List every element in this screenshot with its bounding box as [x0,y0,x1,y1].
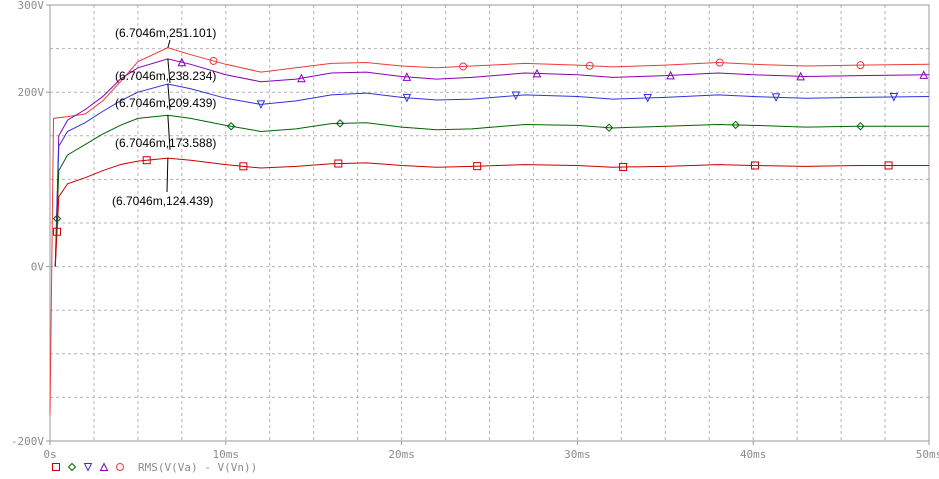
diamond-marker [226,122,236,131]
cursor-label: (6.7046m,124.439) [112,194,213,208]
cursor-label: (6.7046m,173.588) [115,136,216,150]
series-triangle [54,57,930,267]
legend: RMS(V(Va) - V(Vn)) [52,461,257,474]
inverted-triangle-marker [771,93,781,102]
diamond-marker [856,122,865,131]
series-square [53,156,929,267]
circle-marker [715,58,724,67]
cursor-label: (6.7046m,238.234) [115,69,216,83]
cursor-leader-line [167,58,171,84]
cursor-leader-line [166,158,169,193]
triangle-marker [99,462,109,471]
series-line [54,157,929,267]
axis-labels: 0s 10ms 20ms 30ms 40ms 50ms 300V 200V 0V -200V [11,0,939,461]
inverted-triangle-marker [643,94,653,103]
square-marker [142,156,151,165]
x-tick-label: 20ms [388,448,415,461]
inverted-triangle-marker [889,92,899,102]
inverted-triangle-marker [402,93,412,103]
triangle-marker [297,73,306,83]
x-tick-label: 0s [43,448,56,461]
circle-marker [116,463,124,471]
circle-marker [459,62,468,71]
square-marker [473,162,482,171]
inverted-triangle-marker [511,91,521,101]
diamond-marker [335,119,345,128]
grid [50,5,929,441]
triangle-marker [919,70,929,79]
circle-marker [856,61,865,70]
series-inverted-triangle [54,83,930,267]
inverted-triangle-marker [256,100,266,110]
triangle-marker [177,57,187,67]
series-circle [49,47,930,415]
circle-marker [585,61,594,70]
square-marker [334,159,343,168]
diamond-marker [604,123,614,132]
y-tick-label: -200V [11,435,44,448]
x-tick-label: 30ms [564,448,591,461]
cursor-leader-line [167,115,171,151]
triangle-marker [402,72,412,81]
x-tick-label: 50ms [916,448,939,461]
y-tick-label: 0V [31,261,45,274]
legend-label: RMS(V(Va) - V(Vn)) [138,461,257,474]
y-tick-label: 300V [18,0,45,12]
cursor-leader-line [167,39,171,48]
cursor-label: (6.7046m,209.439) [115,96,216,110]
square-marker [52,463,60,471]
diamond-marker [731,120,740,130]
square-marker [53,227,62,236]
series-line [54,114,929,267]
series-line [49,47,930,415]
inverted-triangle-marker [83,463,93,472]
series-line [54,83,930,267]
x-tick-label: 40ms [740,448,767,461]
cursor-label: (6.7046m,251.101) [115,26,216,40]
cursor-leader-line [167,83,171,111]
diamond-marker [67,462,77,472]
square-marker [750,161,759,170]
circle-marker [209,56,218,65]
square-marker [884,161,893,170]
x-tick-label: 10ms [213,448,240,461]
series-diamond [52,114,929,267]
y-tick-label: 200V [18,86,45,99]
square-marker [619,163,628,172]
plot-frame [49,4,930,442]
triangle-marker [796,71,805,81]
triangle-marker [532,68,542,78]
plot-border [49,4,930,442]
triangle-marker [666,70,675,80]
series-line [54,58,930,267]
square-marker [239,162,248,171]
cursor-annotations: (6.7046m,251.101) (6.7046m,238.234) (6.704… [112,26,216,208]
series-group [49,47,930,415]
